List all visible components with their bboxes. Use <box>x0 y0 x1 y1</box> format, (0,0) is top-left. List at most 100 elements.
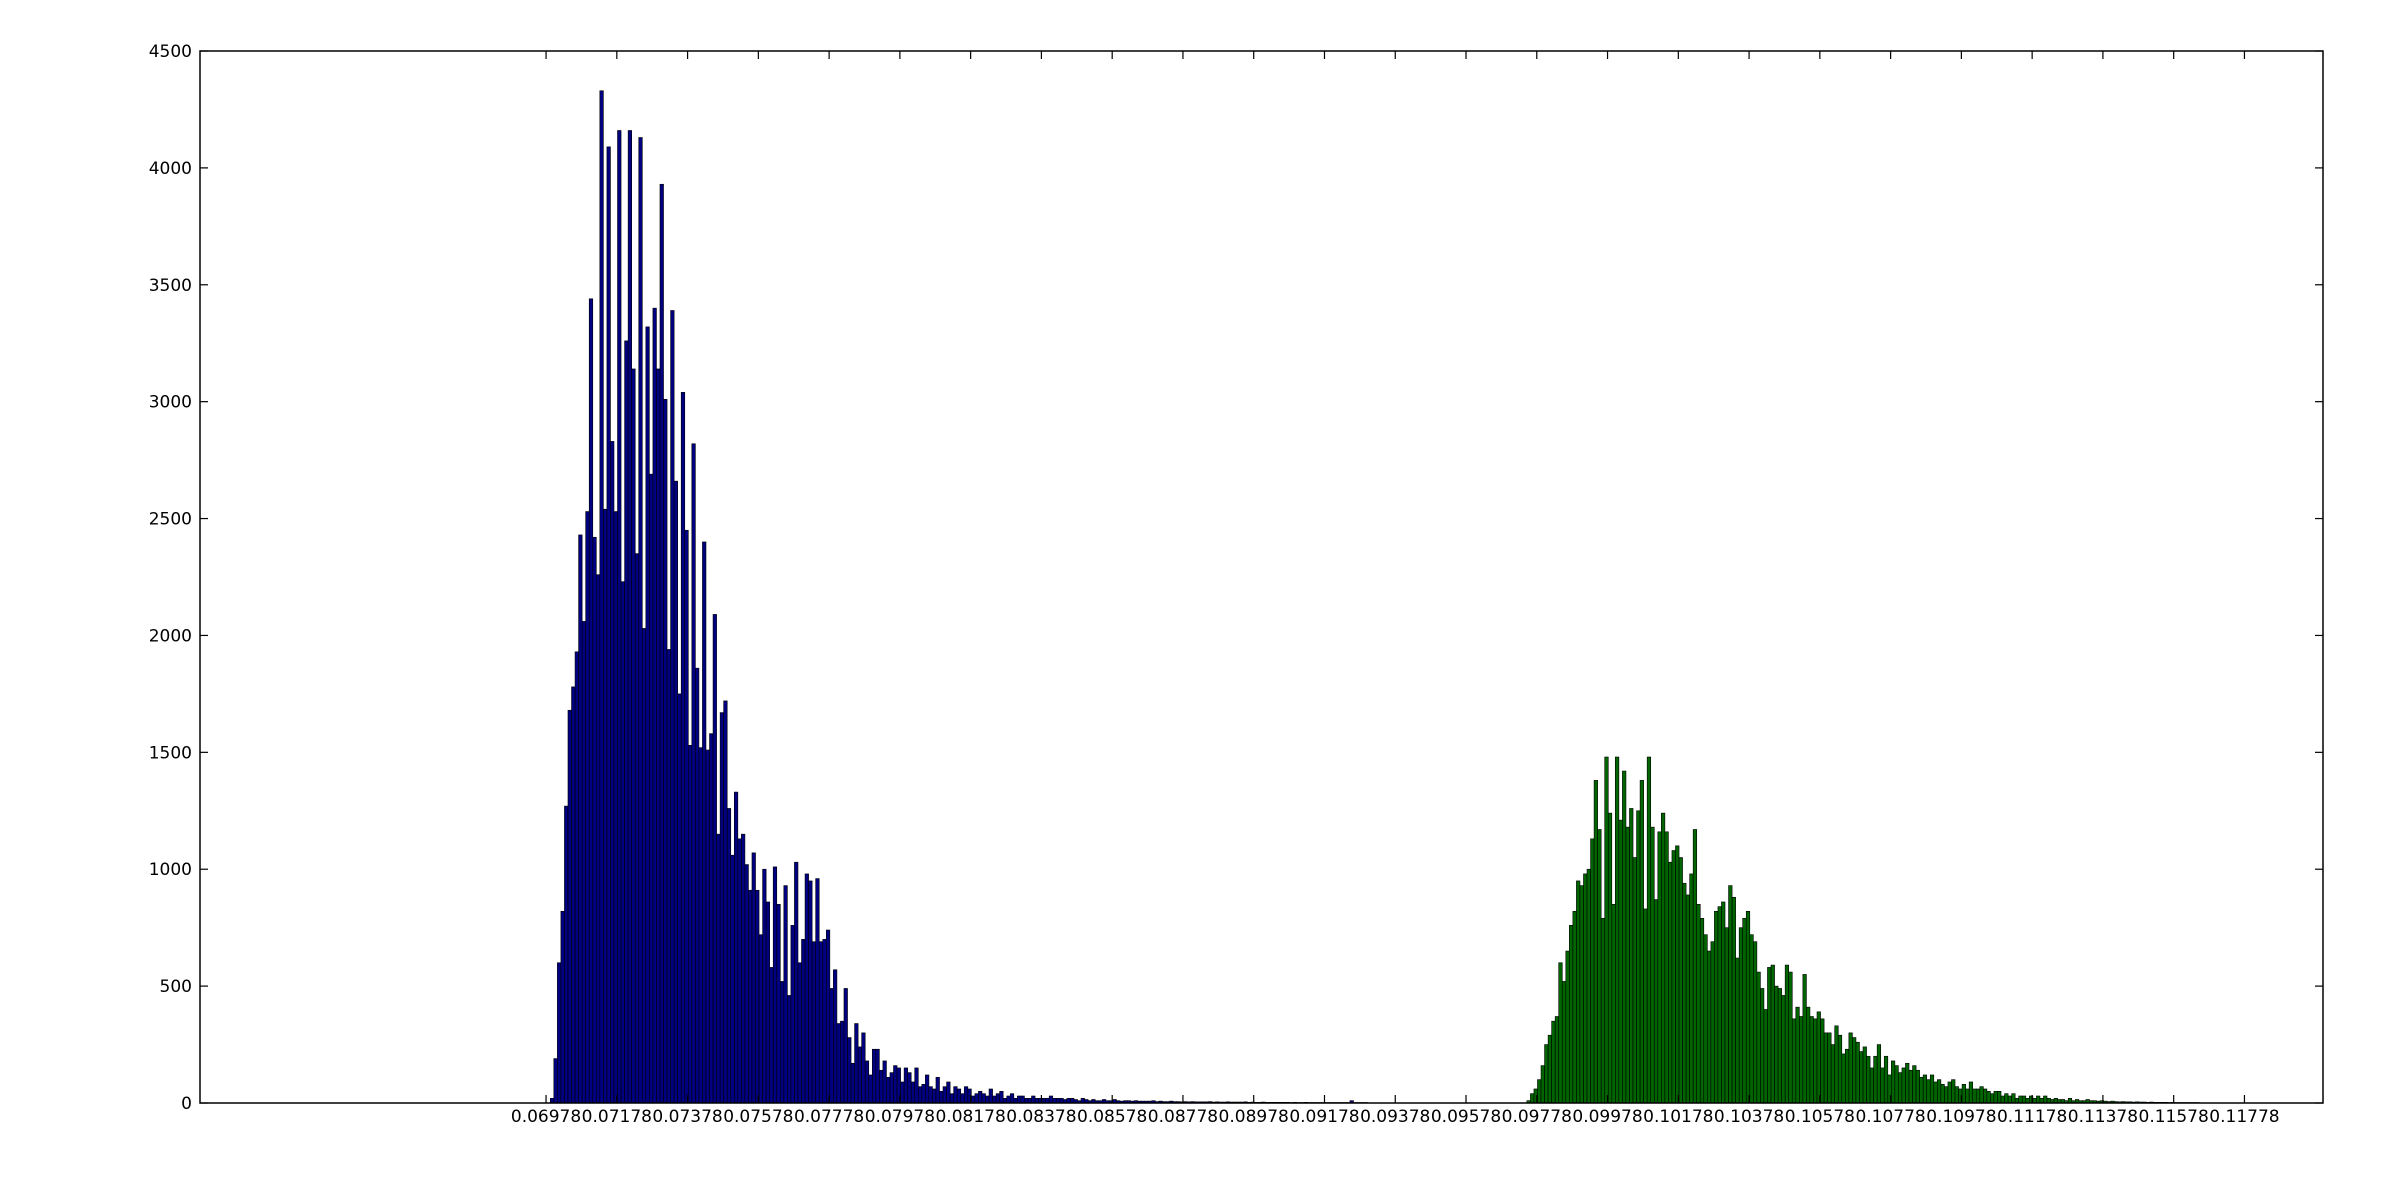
histogram-bar <box>596 575 600 1103</box>
histogram-bar <box>1718 907 1722 1103</box>
histogram-bar <box>925 1075 929 1103</box>
histogram-bar <box>901 1082 905 1103</box>
x-tick-label: 0.11778 <box>2209 1107 2279 1127</box>
histogram-bar <box>1941 1084 1945 1103</box>
histogram-bar <box>1537 1080 1541 1103</box>
x-tick-label: 0.10578 <box>1785 1107 1855 1127</box>
histogram-bar <box>763 869 767 1103</box>
x-tick-label: 0.11578 <box>2139 1107 2209 1127</box>
histogram-bar <box>586 512 590 1103</box>
x-tick-label: 0.11378 <box>2068 1107 2138 1127</box>
histogram-bar <box>844 988 848 1103</box>
histogram-bar <box>1541 1066 1545 1103</box>
histogram-bar <box>1732 897 1736 1103</box>
histogram-bar <box>904 1068 908 1103</box>
histogram-bar <box>950 1094 954 1103</box>
x-tick-label: 0.07178 <box>582 1107 652 1127</box>
histogram-bar <box>681 392 685 1103</box>
histogram-bar <box>982 1094 986 1103</box>
histogram-bar <box>575 652 579 1103</box>
histogram-bar <box>1898 1073 1902 1103</box>
histogram-bar <box>1916 1070 1920 1103</box>
histogram-bar <box>1930 1075 1934 1103</box>
x-tick-label: 0.08178 <box>935 1107 1005 1127</box>
histogram-bar <box>635 554 639 1103</box>
histogram-bar <box>1831 1045 1835 1103</box>
histogram-bar <box>1764 1009 1768 1103</box>
histogram-bar <box>1739 928 1743 1103</box>
histogram-bar <box>1817 1012 1821 1103</box>
histogram-bar <box>702 542 706 1103</box>
histogram-bar <box>1049 1096 1053 1103</box>
histogram-bar <box>961 1094 965 1103</box>
histogram-bar <box>943 1087 947 1103</box>
histogram-bar <box>1867 1056 1871 1103</box>
histogram-bar <box>1010 1094 1014 1103</box>
histogram-bar <box>894 1066 898 1103</box>
histogram-bar <box>833 970 837 1103</box>
histogram-bar <box>816 879 820 1103</box>
histogram-bar <box>819 942 823 1103</box>
histogram-bar <box>1944 1087 1948 1103</box>
x-tick-label: 0.07578 <box>723 1107 793 1127</box>
histogram-bar <box>2022 1096 2026 1103</box>
histogram-bar <box>787 995 791 1103</box>
histogram-bar <box>996 1094 1000 1103</box>
histogram-bar <box>639 138 643 1104</box>
histogram-bar <box>1707 951 1711 1103</box>
y-tick-label: 2000 <box>149 626 192 646</box>
histogram-bar <box>947 1082 951 1103</box>
histogram-bar <box>975 1094 979 1103</box>
histogram-bar <box>890 1073 894 1103</box>
histogram-bar <box>1955 1087 1959 1103</box>
histogram-bar <box>582 621 586 1103</box>
histogram-bar <box>940 1091 944 1103</box>
histogram-bar <box>724 701 728 1103</box>
y-tick-label: 3000 <box>149 393 192 413</box>
histogram-bar <box>1905 1063 1909 1103</box>
histogram-bar <box>957 1089 961 1103</box>
histogram-bar <box>1994 1091 1998 1103</box>
y-tick-label: 4000 <box>149 159 192 179</box>
histogram-bar <box>1675 846 1679 1103</box>
histogram-bar <box>865 1061 869 1103</box>
histogram-bar <box>1821 1019 1825 1103</box>
histogram-bar <box>688 745 692 1103</box>
histogram-bar <box>2043 1096 2047 1103</box>
histogram-bar <box>993 1096 997 1103</box>
histogram-bar <box>1626 827 1630 1103</box>
histogram-bar <box>1753 942 1757 1103</box>
histogram-bar <box>1704 935 1708 1103</box>
histogram-bar <box>1569 925 1573 1103</box>
histogram-bar <box>1923 1075 1927 1103</box>
histogram-bar <box>1651 827 1655 1103</box>
histogram-bar <box>1562 981 1566 1103</box>
histogram-bar <box>1863 1047 1867 1103</box>
histogram-bar <box>1690 874 1694 1103</box>
histogram-bar <box>1881 1068 1885 1103</box>
x-tick-label: 0.09978 <box>1572 1107 1642 1127</box>
x-tick-label: 0.08378 <box>1006 1107 1076 1127</box>
histogram-bar <box>851 1063 855 1103</box>
histogram-bar <box>720 713 724 1103</box>
histogram-bar <box>607 147 611 1103</box>
histogram-bar <box>1580 886 1584 1103</box>
histogram-bar <box>1902 1068 1906 1103</box>
histogram-bar <box>1990 1094 1994 1103</box>
histogram-bar <box>561 911 565 1103</box>
histogram-bar <box>1697 904 1701 1103</box>
histogram-bar <box>1909 1070 1913 1103</box>
histogram-bar <box>1714 911 1718 1103</box>
histogram-bar <box>1966 1089 1970 1103</box>
histogram-bar <box>1913 1066 1917 1103</box>
histogram-bar <box>989 1089 993 1103</box>
histogram-bar <box>1647 757 1651 1103</box>
x-tick-label: 0.07778 <box>794 1107 864 1127</box>
histogram-bar <box>741 834 745 1103</box>
histogram-bar <box>1555 1017 1559 1104</box>
histogram-bar <box>1559 963 1563 1103</box>
x-tick-label: 0.07378 <box>652 1107 722 1127</box>
y-tick-label: 2500 <box>149 510 192 530</box>
